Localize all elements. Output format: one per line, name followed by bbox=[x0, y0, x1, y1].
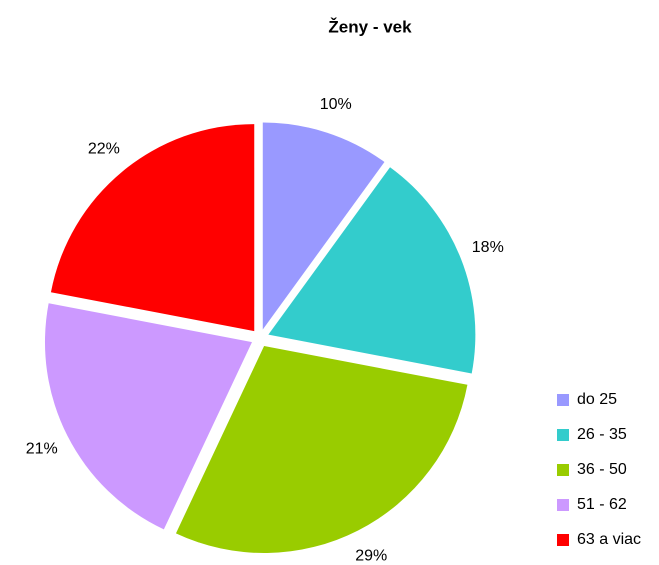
legend-label: 26 - 35 bbox=[577, 426, 627, 443]
legend-swatch bbox=[557, 394, 569, 406]
chart-title: Ženy - vek bbox=[328, 17, 412, 36]
legend-label: 36 - 50 bbox=[577, 461, 627, 478]
pie-slice bbox=[262, 122, 385, 330]
pie-slice bbox=[268, 167, 476, 374]
pie-slice bbox=[50, 124, 255, 332]
legend-swatch bbox=[557, 429, 569, 441]
pie-slice bbox=[44, 303, 252, 530]
pie-slice bbox=[175, 346, 468, 554]
legend-label: 51 - 62 bbox=[577, 496, 627, 513]
data-label: 29% bbox=[355, 548, 387, 565]
legend-swatch bbox=[557, 499, 569, 511]
data-label: 22% bbox=[88, 140, 120, 157]
data-label: 21% bbox=[26, 440, 58, 457]
legend-label: 63 a viac bbox=[577, 531, 641, 548]
legend-swatch bbox=[557, 534, 569, 546]
legend-label: do 25 bbox=[577, 391, 617, 408]
data-label: 18% bbox=[472, 239, 504, 256]
legend-swatch bbox=[557, 464, 569, 476]
data-label: 10% bbox=[320, 96, 352, 113]
